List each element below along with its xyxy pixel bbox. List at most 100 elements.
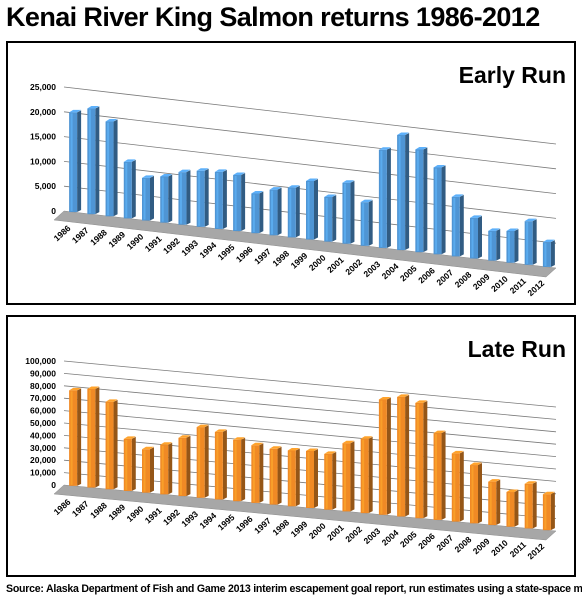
early-x-tick-label: 1988 <box>88 227 109 247</box>
early-x-tick-label: 1994 <box>197 240 218 260</box>
late-x-tick-label: 2001 <box>325 522 346 542</box>
early-gridline <box>63 86 557 145</box>
early-y-tick-label: 25,000 <box>30 82 56 92</box>
late-bar <box>269 446 282 505</box>
late-gridline <box>63 397 557 445</box>
late-bar <box>524 481 537 529</box>
early-x-tick-label: 1999 <box>289 250 310 270</box>
late-x-tick-label: 1992 <box>161 507 182 527</box>
early-x-tick-label: 2010 <box>489 274 510 294</box>
early-x-tick-label: 2002 <box>343 257 364 277</box>
late-x-tick-label: 2011 <box>508 539 529 559</box>
late-gridline <box>63 410 557 457</box>
late-bar <box>233 437 246 502</box>
late-y-tick-label: 50,000 <box>30 418 56 428</box>
early-bar <box>324 194 337 242</box>
late-y-tick-label: 10,000 <box>30 468 56 478</box>
early-x-tick-label: 1991 <box>143 233 164 253</box>
early-x-tick-label: 1995 <box>216 242 237 262</box>
early-y-tick-label: 0 <box>51 206 56 216</box>
late-y-tick-label: 30,000 <box>30 443 56 453</box>
late-run-chart: 0 10,000 20,000 30,000 40,000 50,000 60,000 70,… <box>25 336 566 561</box>
late-x-tick-label: 1998 <box>270 517 291 537</box>
late-bar <box>451 450 464 522</box>
source-note: Source: Alaska Department of Fish and Ga… <box>6 583 582 595</box>
late-x-tick-label: 1991 <box>143 505 164 525</box>
late-bar <box>69 387 82 486</box>
late-bar <box>506 489 519 527</box>
early-x-tick-label: 1986 <box>52 223 73 243</box>
page-title: Kenai River King Salmon returns 1986-201… <box>6 2 540 32</box>
early-bar <box>306 178 318 240</box>
early-bar <box>360 199 373 246</box>
early-floor <box>53 210 557 278</box>
late-x-tick-label: 2004 <box>380 527 401 547</box>
late-bar <box>160 442 173 495</box>
late-y-tick-label: 90,000 <box>30 368 56 378</box>
late-x-tick-label: 1993 <box>179 509 200 529</box>
early-bar <box>542 239 555 267</box>
late-x-tick-label: 1986 <box>52 497 73 517</box>
late-x-tick-label: 2003 <box>361 526 382 546</box>
early-bar <box>233 172 246 232</box>
late-bar <box>324 451 337 510</box>
late-x-tick-label: 2010 <box>489 538 510 558</box>
late-x-tick-label: 1997 <box>252 515 273 535</box>
late-bar <box>397 394 410 517</box>
late-gridline <box>63 422 557 470</box>
late-x-tick-label: 2002 <box>343 524 364 544</box>
early-bar <box>87 106 100 215</box>
late-x-tick-label: 2009 <box>471 536 492 556</box>
early-y-tick-label: 20,000 <box>30 107 56 117</box>
early-bar <box>269 187 282 236</box>
early-x-tick-label: 1998 <box>270 248 291 268</box>
late-y-tick-label: 70,000 <box>30 393 56 403</box>
late-bar <box>470 462 482 524</box>
early-gridline <box>63 111 557 170</box>
late-x-tick-label: 2000 <box>307 521 328 541</box>
late-y-tick-label: 100,000 <box>25 356 56 366</box>
late-bar <box>306 448 318 508</box>
early-bar <box>69 109 82 213</box>
late-gridline <box>63 373 557 420</box>
early-bar <box>342 180 355 244</box>
late-bar <box>196 424 209 498</box>
early-bar <box>214 169 227 229</box>
early-bar <box>160 173 173 223</box>
late-x-tick-label: 1988 <box>88 500 109 520</box>
late-y-tick-label: 60,000 <box>30 406 56 416</box>
late-bar <box>360 436 373 514</box>
early-x-tick-label: 1993 <box>179 238 200 258</box>
early-run-chart-panel: 0 5,000 10,000 15,000 20,000 25,000 1986 1987 19… <box>6 41 576 305</box>
late-x-tick-label: 1987 <box>70 498 91 518</box>
late-bar <box>142 446 154 493</box>
late-gridline <box>63 360 557 408</box>
early-bar <box>397 132 410 251</box>
early-y-tick-label: 5,000 <box>35 181 57 191</box>
early-x-tick-label: 1990 <box>125 231 146 251</box>
early-x-tick-label: 1989 <box>106 229 127 249</box>
late-y-tick-label: 20,000 <box>30 455 56 465</box>
late-x-tick-label: 1999 <box>289 519 310 539</box>
late-y-tick-label: 0 <box>51 480 56 490</box>
early-x-tick-label: 2004 <box>380 261 401 281</box>
late-bar <box>342 440 355 512</box>
late-chart-title: Late Run <box>468 336 566 362</box>
early-x-tick-label: 2012 <box>525 278 546 298</box>
early-x-tick-label: 1987 <box>70 225 91 245</box>
early-x-tick-label: 2009 <box>471 271 492 291</box>
late-x-tick-label: 1994 <box>197 510 218 530</box>
early-bar <box>488 228 501 261</box>
late-floor <box>53 484 557 541</box>
early-x-tick-label: 1997 <box>252 246 273 266</box>
early-x-tick-label: 2001 <box>325 255 346 275</box>
early-bar <box>287 185 300 238</box>
late-x-tick-label: 2007 <box>434 533 455 553</box>
early-x-tick-label: 2007 <box>434 267 455 287</box>
early-bar <box>415 146 428 253</box>
late-x-tick-label: 2005 <box>398 529 419 549</box>
late-bar <box>378 396 391 515</box>
early-chart-title: Early Run <box>459 62 566 88</box>
late-x-tick-label: 1989 <box>106 502 127 522</box>
late-run-chart-panel: 0 10,000 20,000 30,000 40,000 50,000 60,000 70,… <box>6 315 576 577</box>
